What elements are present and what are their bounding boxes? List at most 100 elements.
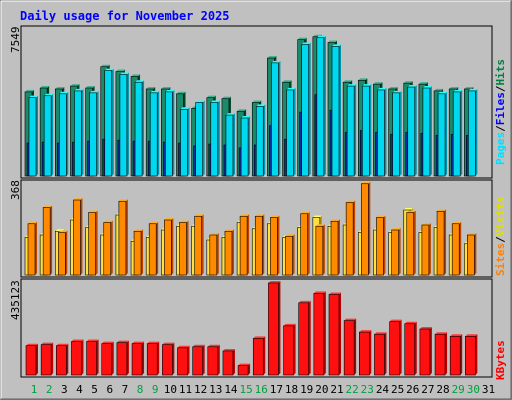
- legend-pages: Pages: [494, 132, 507, 165]
- bars-visits-sites: [24, 181, 477, 276]
- bar-pages-16: [255, 104, 266, 177]
- bar-pages-22: [346, 84, 357, 177]
- bar-pages-18: [286, 87, 296, 177]
- bar-kbytes-17: [268, 280, 281, 376]
- bar-pages-3: [58, 91, 69, 177]
- x-tick-label-3: 3: [61, 383, 68, 396]
- legend-hits: Hits: [494, 59, 507, 86]
- bar-pages-28: [437, 91, 448, 177]
- bar-sites-22: [345, 200, 356, 276]
- legend-files: Files: [494, 92, 507, 125]
- x-tick-label-7: 7: [122, 383, 129, 396]
- bar-kbytes-14: [222, 348, 235, 376]
- bar-pages-26: [407, 85, 417, 177]
- bar-sites-18: [285, 234, 295, 276]
- bar-kbytes-16: [252, 336, 266, 376]
- bar-kbytes-28: [434, 332, 448, 376]
- bar-kbytes-20: [313, 291, 326, 376]
- bar-kbytes-23: [358, 330, 372, 376]
- legend-visits-panel: Sites/Visits: [494, 197, 507, 277]
- bar-kbytes-29: [449, 334, 463, 376]
- bar-sites-26: [406, 210, 416, 276]
- bar-sites-10: [164, 218, 174, 276]
- bar-kbytes-7: [116, 340, 129, 376]
- legend-kbytes-panel: KBytes: [494, 340, 507, 380]
- bar-sites-25: [391, 228, 401, 276]
- bar-pages-4: [74, 88, 84, 177]
- bar-pages-17: [271, 60, 281, 177]
- bar-sites-30: [467, 233, 477, 276]
- bar-sites-3: [57, 230, 68, 276]
- bar-kbytes-26: [404, 321, 417, 376]
- bar-sites-8: [133, 229, 144, 276]
- x-tick-label-21: 21: [330, 383, 343, 396]
- bar-kbytes-21: [328, 292, 341, 376]
- x-tick-label-10: 10: [164, 383, 177, 396]
- x-tick-label-15: 15: [239, 383, 252, 396]
- bar-kbytes-5: [86, 339, 99, 376]
- bar-sites-9: [148, 221, 159, 276]
- chart-title: Daily usage for November 2025: [20, 9, 230, 23]
- bar-kbytes-12: [192, 344, 205, 376]
- bar-pages-10: [165, 89, 175, 177]
- x-tick-label-25: 25: [391, 383, 404, 396]
- bar-pages-2: [43, 93, 54, 177]
- legend-sites: Sites: [494, 243, 507, 276]
- bar-sites-24: [376, 215, 386, 276]
- bar-pages-15: [240, 115, 251, 177]
- x-tick-label-8: 8: [137, 383, 144, 396]
- x-axis-day-labels: 1 2 3 4 5 6 7 8 9 10 11 12 13 14 15 16 17 18 19 20 21 22 23 24 2…: [31, 383, 495, 396]
- bar-kbytes-24: [374, 332, 387, 376]
- bar-sites-1: [27, 221, 37, 276]
- bar-pages-6: [104, 68, 114, 177]
- bar-sites-21: [330, 219, 340, 276]
- bar-kbytes-1: [25, 343, 38, 376]
- bar-kbytes-25: [389, 319, 402, 376]
- bar-pages-5: [89, 90, 99, 177]
- x-tick-label-6: 6: [106, 383, 113, 396]
- bar-sites-7: [118, 199, 128, 276]
- bar-sites-17: [270, 215, 280, 276]
- bar-sites-20: [315, 224, 325, 276]
- bar-pages-27: [422, 86, 432, 177]
- x-tick-label-1: 1: [31, 383, 38, 396]
- bar-pages-19: [301, 42, 311, 177]
- bar-pages-29: [452, 89, 463, 177]
- x-tick-label-30: 30: [467, 383, 480, 396]
- bar-sites-13: [209, 233, 219, 276]
- bar-pages-7: [119, 72, 129, 177]
- bar-pages-30: [468, 88, 478, 177]
- x-tick-label-20: 20: [315, 383, 328, 396]
- y-max-visits: 368: [9, 180, 22, 200]
- x-tick-label-16: 16: [255, 383, 268, 396]
- bar-kbytes-13: [207, 344, 220, 376]
- x-tick-label-23: 23: [361, 383, 374, 396]
- bar-pages-11: [180, 107, 190, 177]
- bar-sites-28: [436, 209, 447, 276]
- legend-hits-panel: Pages/Files/Hits: [494, 59, 507, 165]
- bar-sites-14: [224, 229, 234, 276]
- bar-kbytes-30: [465, 334, 478, 376]
- bar-pages-25: [392, 90, 402, 177]
- bar-kbytes-22: [343, 318, 357, 376]
- x-tick-label-31: 31: [482, 383, 495, 396]
- x-tick-label-13: 13: [209, 383, 222, 396]
- bar-sites-16: [254, 214, 265, 276]
- x-tick-label-19: 19: [300, 383, 313, 396]
- bar-pages-12: [195, 100, 205, 177]
- bar-kbytes-6: [101, 341, 114, 376]
- bar-sites-6: [103, 220, 113, 276]
- x-tick-label-4: 4: [76, 383, 83, 396]
- bars-hits-files-pages: [24, 34, 478, 177]
- bar-pages-24: [377, 87, 387, 177]
- bar-sites-19: [300, 211, 310, 276]
- bar-pages-1: [28, 95, 38, 177]
- bar-kbytes-9: [146, 341, 160, 376]
- bar-sites-5: [88, 210, 98, 276]
- x-tick-label-11: 11: [179, 383, 192, 396]
- bar-kbytes-4: [71, 339, 84, 376]
- bar-kbytes-8: [131, 341, 145, 376]
- x-tick-label-28: 28: [436, 383, 449, 396]
- y-max-hits: 7549: [9, 27, 22, 54]
